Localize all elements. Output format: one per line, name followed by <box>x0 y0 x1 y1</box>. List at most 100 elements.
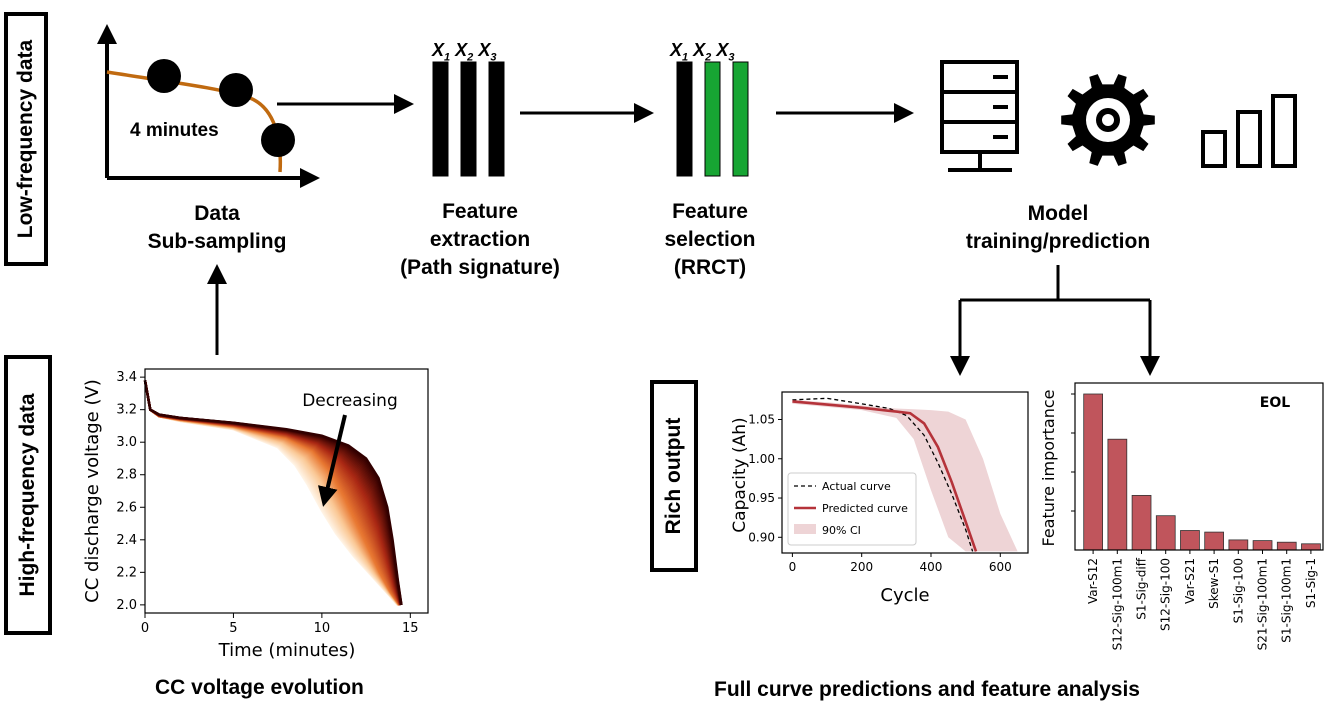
voltage-chart: 0 5 10 15 2.0 2.2 2.4 2.6 2.8 3.0 3.2 3.4 Time (minu… <box>82 368 429 661</box>
symbol-x3: X3 <box>478 40 497 64</box>
y-tick-label: 3.2 <box>116 403 137 418</box>
decreasing-arrow <box>317 414 347 507</box>
voltage-series-line <box>143 380 402 606</box>
legend-box <box>787 472 917 546</box>
importance-bar <box>1155 515 1176 551</box>
subsampling-annotation: 4 minutes <box>130 120 219 141</box>
feature-bar <box>460 61 477 177</box>
y-axis-label: Feature importance <box>1039 390 1058 547</box>
symbol-x3: X3 <box>716 40 735 64</box>
importance-bar <box>1252 540 1273 551</box>
model-label: Model training/prediction <box>965 202 1151 253</box>
axis-arrow-right-icon <box>300 168 320 188</box>
high-frequency-box: High-frequency data <box>4 355 52 635</box>
category-label: Var-S21 <box>1183 558 1197 604</box>
voltage-series-line <box>143 380 403 606</box>
subsampling-plot-icon <box>97 24 320 188</box>
capacity-chart: 0 200 400 600 0.90 0.95 1.00 1.05 Cycle Capacity … <box>730 391 1029 606</box>
y-tick-label: 1.00 <box>748 452 775 466</box>
category-label: S12-Sig-100 <box>1159 558 1173 631</box>
symbol-x2: X2 <box>455 40 474 64</box>
low-frequency-box: Low-frequency data <box>4 12 48 266</box>
x-axis-label: Time (minutes) <box>218 640 356 661</box>
category-label: S21-Sig-100m1 <box>1256 558 1270 650</box>
model-branch-connector <box>950 265 1160 376</box>
plot-frame <box>781 391 1029 554</box>
y-tick-label: 2.2 <box>116 565 137 580</box>
symbol-x1: X1 <box>432 40 451 64</box>
rich-output-label: Rich output <box>662 417 685 535</box>
feature-bar <box>704 61 721 177</box>
y-axis-label: Capacity (Ah) <box>730 417 750 532</box>
plot-frame <box>144 368 429 614</box>
symbol-x2: X2 <box>693 40 712 64</box>
y-tick-label: 2.4 <box>116 533 137 548</box>
legend-entry: Predicted curve <box>822 502 908 515</box>
y-tick-label: 1.05 <box>748 412 775 426</box>
actual-curve-line <box>792 397 974 552</box>
feature-bar <box>488 61 505 177</box>
sample-dot <box>261 123 295 157</box>
category-label: S1-Sig-1 <box>1304 558 1318 608</box>
importance-bar <box>1204 531 1224 551</box>
x-tick-label: 5 <box>229 621 237 636</box>
sample-dot <box>219 73 253 107</box>
importance-chart: Var-S12 S12-Sig-100m1 S1-Sig-diff S12-Sig-1… <box>1039 382 1324 650</box>
feature-bar <box>432 61 449 177</box>
importance-bar <box>1180 530 1200 551</box>
selection-label: Feature selection (RRCT) <box>664 200 756 279</box>
x-tick-label: 400 <box>920 560 943 574</box>
y-tick-label: 0.90 <box>748 530 775 544</box>
importance-bar <box>1276 541 1297 551</box>
category-label: S1-Sig-100m1 <box>1280 558 1294 643</box>
subsampling-label: Data Sub-sampling <box>147 202 287 253</box>
category-label: S1-Sig-diff <box>1135 557 1149 619</box>
importance-bar <box>1107 438 1128 551</box>
importance-title: EOL <box>1260 395 1290 411</box>
symbol-x1: X1 <box>670 40 689 64</box>
predicted-curve-line <box>792 400 978 552</box>
y-tick-label: 2.8 <box>116 468 137 483</box>
x-tick-label: 0 <box>789 560 797 574</box>
extraction-symbols: X1 X2 X3 <box>432 40 496 64</box>
ci-band <box>792 399 1018 552</box>
y-tick-label: 3.0 <box>116 435 137 450</box>
category-label: S12-Sig-100m1 <box>1110 558 1124 650</box>
sample-dot <box>147 59 181 93</box>
plot-frame <box>1074 382 1324 551</box>
x-axis-label: Cycle <box>880 585 929 606</box>
voltage-caption: CC voltage evolution <box>155 676 364 699</box>
feature-bar <box>732 61 749 177</box>
importance-bar <box>1301 543 1321 551</box>
analysis-caption: Full curve predictions and feature analy… <box>714 678 1140 701</box>
high-frequency-label: High-frequency data <box>16 393 39 597</box>
y-tick-label: 0.95 <box>748 491 775 505</box>
category-label: Var-S12 <box>1086 558 1100 604</box>
x-tick-label: 10 <box>314 621 331 636</box>
axis-arrow-up-icon <box>97 24 117 44</box>
extracted-feature-bars <box>432 61 505 177</box>
importance-bar <box>1131 494 1152 551</box>
x-tick-label: 600 <box>989 560 1012 574</box>
x-tick-label: 0 <box>141 621 149 636</box>
y-tick-label: 2.0 <box>116 598 137 613</box>
importance-bar <box>1228 539 1249 551</box>
server-icon <box>940 60 1019 172</box>
y-tick-label: 3.4 <box>116 370 137 385</box>
rich-output-box: Rich output <box>650 380 698 572</box>
importance-bar <box>1083 393 1103 551</box>
decreasing-annotation: Decreasing <box>302 391 398 411</box>
x-tick-label: 200 <box>850 560 873 574</box>
extraction-label: Feature extraction (Path signature) <box>400 200 560 279</box>
category-label: Skew-S1 <box>1207 558 1221 609</box>
y-tick-label: 2.6 <box>116 500 137 515</box>
gear-icon <box>1061 74 1155 166</box>
selected-feature-bars <box>676 61 749 177</box>
legend-entry: 90% CI <box>822 524 861 537</box>
x-tick-label: 15 <box>402 621 419 636</box>
category-label: S1-Sig-100 <box>1231 558 1245 623</box>
legend-entry: Actual curve <box>822 480 891 493</box>
y-axis-label: CC discharge voltage (V) <box>82 379 103 603</box>
feature-bar <box>676 61 693 177</box>
